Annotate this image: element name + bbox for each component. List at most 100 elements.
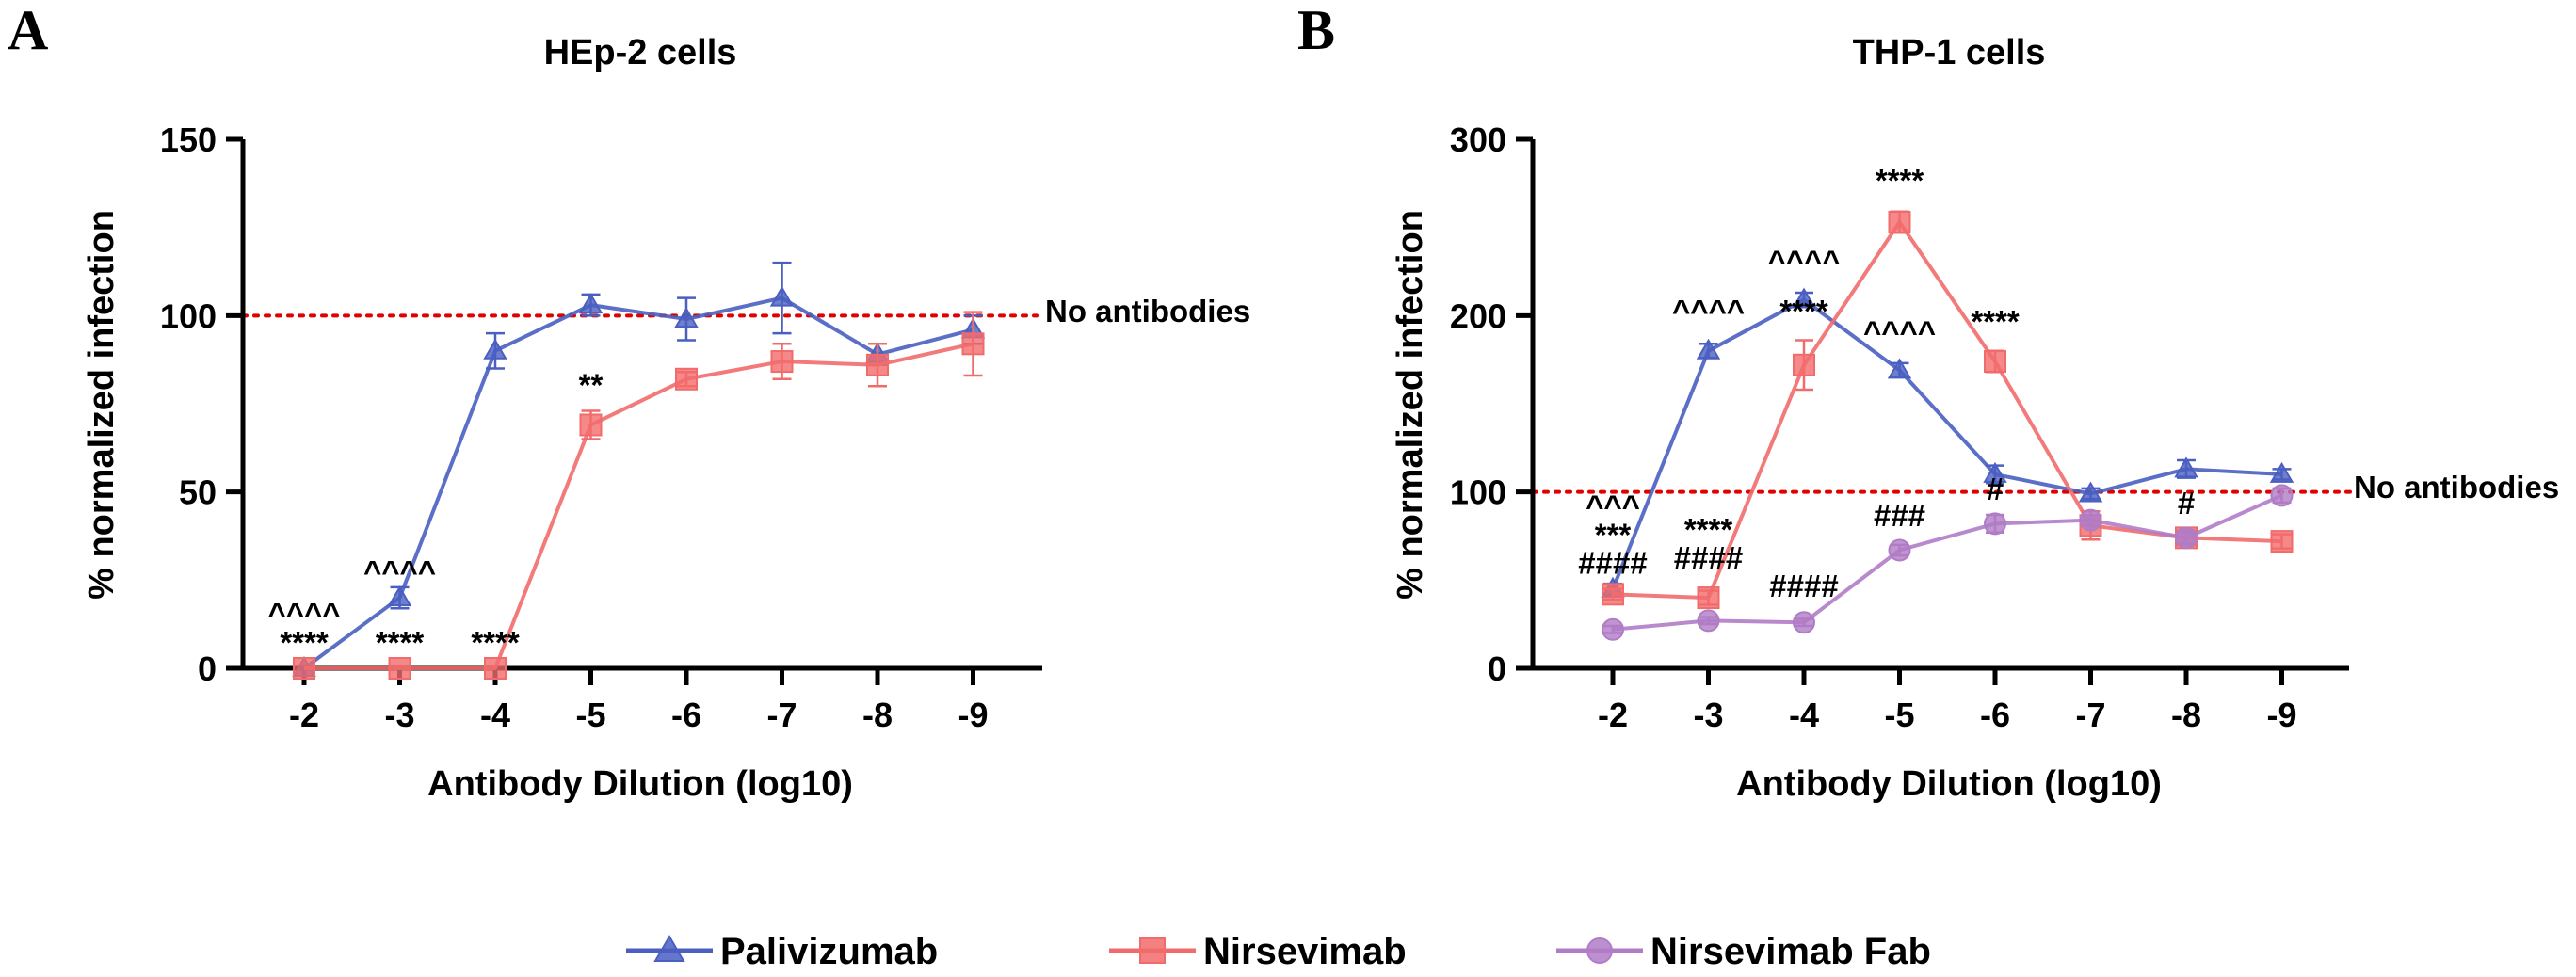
panel-b-significance-label: #### (1769, 569, 1838, 603)
legend-item-palivizumab: Palivizumab (626, 931, 938, 972)
panel-a-nirsevimab-series (293, 311, 985, 680)
panel-a-significance-label: **** (280, 625, 329, 660)
panel-b-xlabel: Antibody Dilution (log10) (1736, 764, 2162, 804)
panel-a-palivizumab-point (674, 307, 699, 328)
panel-a-nirsevimab-line (304, 342, 974, 670)
panel-b-xtick-label: -3 (1693, 696, 1723, 734)
panel-a-xtick-label: -7 (766, 696, 797, 734)
panel-a-palivizumab-point (387, 585, 412, 607)
panel-b-significance-label: #### (1578, 546, 1647, 581)
panel-b-xtick-label: -2 (1598, 696, 1628, 734)
legend-label-nirsevimab: Nirsevimab (1203, 931, 1407, 972)
panel-b-nirsevimab-point (1602, 583, 1624, 606)
panel-a-significance-label: ^^^^ (267, 597, 340, 632)
panel-a-xtick-label: -5 (575, 696, 605, 734)
panel-a-nirsevimab-point (388, 657, 411, 680)
panel-a-xtick-label: -2 (289, 696, 319, 734)
panel-b-palivizumab-point (1887, 358, 1912, 379)
panel-b-palivizumab-line (1611, 297, 2282, 590)
panel-a-palivizumab-point (578, 293, 604, 314)
panel-b-ylabel: % normalized infection (1391, 210, 1430, 600)
panel-a-xtick-label: -6 (671, 696, 701, 734)
panel-b-significance-label: ^^^^ (1672, 294, 1745, 328)
panel-b-nirsevimab-fab-point (1602, 617, 1624, 641)
panel-a-significance-label: **** (471, 625, 520, 660)
panel-letter-a: A (8, 0, 48, 61)
panel-b-nirsevimab-point (1697, 586, 1720, 610)
panel-a-significance-label: ^^^^ (363, 554, 436, 589)
panel-b-nirsevimab-fab-point (1793, 611, 1815, 634)
panel-a-xtick-label: -8 (862, 696, 893, 734)
panel-b-palivizumab-point (1983, 461, 2007, 483)
panel-a-ytick-label: 150 (160, 120, 217, 159)
panel-b-significance-label: **** (1684, 512, 1733, 547)
panel-b-nirsevimab-fab-point (1984, 512, 2006, 536)
legend-label-nirsevimab-fab: Nirsevimab Fab (1650, 931, 1931, 972)
panel-letter-b: B (1297, 0, 1335, 61)
panel-b-xtick-label: -7 (2075, 696, 2105, 734)
panel-a-significance-label: **** (376, 625, 425, 660)
panel-b-significance-label: **** (1876, 163, 1924, 198)
panel-b-significance-label: ^^^^ (1767, 244, 1840, 279)
panel-a-significance-label: ** (579, 367, 604, 402)
panel-a-nirsevimab-point (866, 353, 889, 376)
legend-marker-palivizumab (653, 934, 685, 962)
panel-a-nirsevimab-point (484, 657, 507, 680)
panel-a-palivizumab-line (302, 296, 974, 670)
panel-b-ytick-label: 0 (1488, 649, 1506, 688)
panel-b-significance-label: # (2178, 486, 2195, 521)
panel-b-nirsevimab-fab-line (1612, 493, 2283, 632)
panel-b-nirsevimab-fab-point (2079, 508, 2102, 532)
panel-a-palivizumab-point (769, 285, 795, 307)
panel-b-significance-label: # (1987, 472, 2004, 506)
panel-b-nirsevimab-fab-point (1888, 538, 1911, 562)
panel-b-nirsevimab-point (1984, 350, 2006, 374)
panel-b-significance-label: *** (1595, 518, 1632, 553)
panel-b-significance-label: #### (1674, 540, 1743, 575)
panel-b-nirsevimab-fab-point (2270, 484, 2294, 507)
panel-b-ytick-label: 100 (1450, 473, 1506, 512)
legend-marker-nirsevimab-fab (1586, 937, 1613, 964)
panel-b-nirsevimab-fab-point (1697, 609, 1720, 633)
legend-marker-nirsevimab (1139, 937, 1166, 964)
panel-b-significance-label: **** (1779, 294, 1828, 328)
panel-a-nirsevimab-point (961, 332, 985, 356)
panel-b-xtick-label: -9 (2266, 696, 2296, 734)
panel-b-palivizumab-point (2174, 456, 2198, 478)
panel-b-palivizumab-point (2269, 461, 2294, 483)
panel-b-nirsevimab-fab-series (1602, 484, 2294, 641)
panel-b-title: THP-1 cells (1853, 33, 2046, 72)
panel-b-palivizumab-point (1792, 287, 1816, 309)
legend-label-palivizumab: Palivizumab (720, 931, 938, 972)
panel-b-significance-label: ^^^ (1586, 489, 1640, 524)
panel-a-reference-label: No antibodies (1045, 294, 1250, 328)
panel-a-nirsevimab-point (579, 413, 603, 437)
panel-a-ytick-label: 100 (160, 296, 217, 335)
panel-a-ytick-label: 0 (198, 649, 217, 688)
panel-b-nirsevimab-point (2270, 530, 2294, 553)
panel-a-ytick-label: 50 (179, 473, 217, 512)
panel-b-xtick-label: -5 (1884, 696, 1914, 734)
panel-a-nirsevimab-point (770, 350, 794, 374)
legend-item-nirsevimab: Nirsevimab (1109, 931, 1407, 972)
panel-b-nirsevimab-fab-point (2175, 526, 2198, 550)
panel-a-xtick-label: -9 (958, 696, 988, 734)
panel-a-nirsevimab-point (293, 657, 315, 680)
legend-item-nirsevimab-fab: Nirsevimab Fab (1556, 931, 1931, 972)
panel-b-reference-label: No antibodies (2354, 470, 2559, 505)
panel-a-xtick-label: -4 (480, 696, 510, 734)
panel-b-palivizumab-point (2078, 481, 2103, 503)
panel-a-palivizumab-point (483, 338, 507, 360)
panel-b-ytick-label: 200 (1450, 296, 1506, 335)
panel-b: B THP-1 cells % normalized infection Ant… (1297, 0, 2559, 804)
panel-b-ytick-label: 300 (1450, 120, 1506, 159)
panel-b-significance-label: ### (1874, 498, 1925, 533)
panel-b-xtick-label: -6 (1980, 696, 2010, 734)
panel-b-xtick-label: -8 (2171, 696, 2201, 734)
panel-b-nirsevimab-point (1793, 353, 1815, 376)
panel-b-xtick-label: -4 (1789, 696, 1819, 734)
panel-a-palivizumab-series (292, 261, 986, 677)
